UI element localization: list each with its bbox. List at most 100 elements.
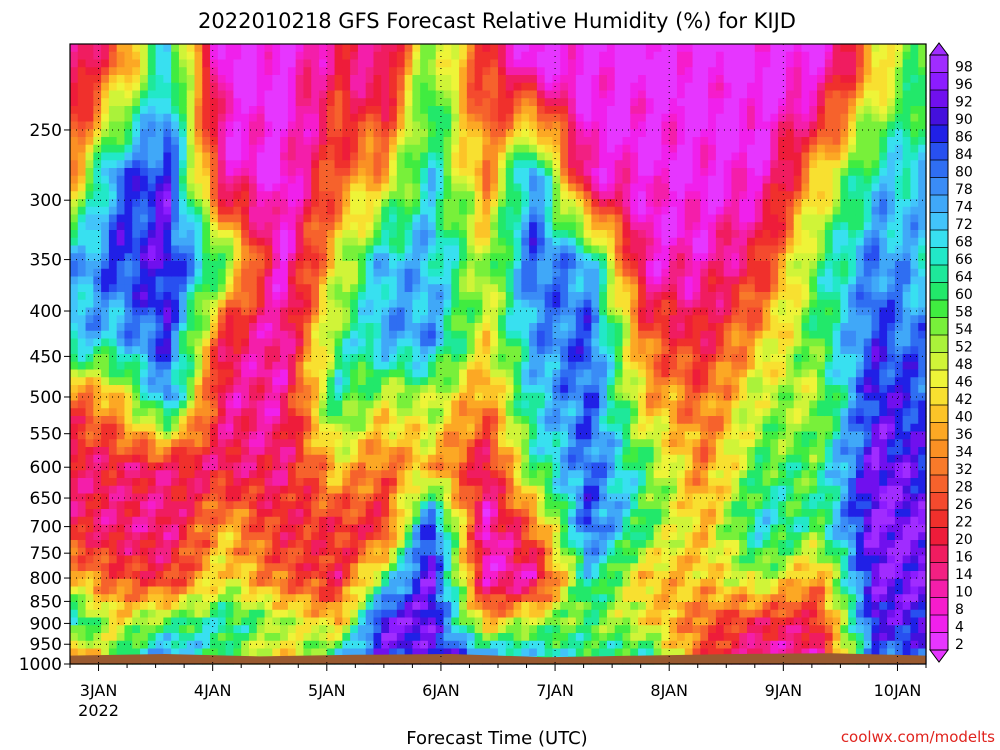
heatmap-cell bbox=[474, 44, 484, 53]
heatmap-cell bbox=[373, 532, 382, 541]
heatmap-cell bbox=[427, 563, 437, 572]
heatmap-cell bbox=[459, 144, 468, 154]
heatmap-cell bbox=[435, 555, 445, 564]
heatmap-cell bbox=[241, 578, 250, 588]
heatmap-cell bbox=[420, 75, 429, 84]
heatmap-cell bbox=[124, 222, 133, 231]
heatmap-cell bbox=[319, 392, 328, 402]
heatmap-cell bbox=[108, 137, 118, 146]
heatmap-cell bbox=[396, 222, 406, 231]
heatmap-cell bbox=[132, 431, 141, 440]
heatmap-cell bbox=[272, 532, 281, 541]
heatmap-cell bbox=[147, 315, 157, 324]
heatmap-cell bbox=[412, 625, 421, 634]
heatmap-cell bbox=[459, 478, 468, 487]
heatmap-cell bbox=[536, 106, 546, 115]
heatmap-cell bbox=[280, 648, 289, 657]
heatmap-cell bbox=[295, 462, 305, 471]
heatmap-cell bbox=[326, 292, 336, 301]
heatmap-cell bbox=[280, 602, 289, 611]
heatmap-cell bbox=[116, 245, 126, 254]
heatmap-cell bbox=[186, 315, 196, 324]
heatmap-cell bbox=[101, 462, 110, 471]
heatmap-cell bbox=[498, 439, 507, 448]
heatmap-cell bbox=[474, 121, 484, 130]
heatmap-cell bbox=[140, 59, 149, 68]
heatmap-cell bbox=[210, 323, 219, 332]
heatmap-cell bbox=[521, 416, 530, 425]
heatmap-cell bbox=[85, 323, 94, 332]
heatmap-cell bbox=[303, 168, 312, 177]
heatmap-cell bbox=[217, 253, 227, 262]
heatmap-cell bbox=[459, 230, 468, 239]
heatmap-cell bbox=[412, 261, 421, 270]
heatmap-cell bbox=[194, 416, 203, 425]
heatmap-cell bbox=[396, 82, 406, 92]
heatmap-cell bbox=[490, 617, 499, 626]
heatmap-cell bbox=[210, 408, 219, 417]
heatmap-cell bbox=[256, 222, 266, 231]
heatmap-cell bbox=[85, 160, 94, 169]
heatmap-cell bbox=[482, 493, 491, 502]
heatmap-cell bbox=[217, 408, 227, 417]
heatmap-cell bbox=[552, 44, 561, 53]
heatmap-cell bbox=[435, 245, 445, 254]
heatmap-cell bbox=[217, 106, 227, 115]
heatmap-cell bbox=[108, 253, 118, 262]
heatmap-cell bbox=[178, 361, 188, 371]
heatmap-cell bbox=[505, 640, 515, 650]
heatmap-cell bbox=[451, 144, 460, 154]
heatmap-cell bbox=[357, 90, 367, 99]
heatmap-cell bbox=[93, 144, 102, 154]
heatmap-cell bbox=[85, 199, 94, 208]
heatmap-cell bbox=[319, 540, 328, 549]
heatmap-cell bbox=[77, 214, 87, 223]
heatmap-cell bbox=[108, 625, 118, 634]
heatmap-cell bbox=[116, 524, 126, 533]
heatmap-cell bbox=[264, 578, 273, 588]
heatmap-cell bbox=[482, 214, 491, 223]
heatmap-cell bbox=[303, 617, 312, 626]
heatmap-cell bbox=[155, 106, 164, 115]
heatmap-cell bbox=[163, 253, 172, 262]
heatmap-cell bbox=[186, 354, 196, 363]
heatmap-cell bbox=[311, 532, 320, 541]
heatmap-cell bbox=[311, 129, 320, 138]
heatmap-cell bbox=[116, 75, 126, 84]
heatmap-cell bbox=[505, 299, 515, 309]
heatmap-cell bbox=[186, 470, 196, 479]
heatmap-cell bbox=[155, 245, 164, 254]
heatmap-cell bbox=[280, 160, 289, 169]
heatmap-cell bbox=[326, 602, 336, 611]
heatmap-cell bbox=[155, 51, 164, 61]
heatmap-cell bbox=[248, 199, 258, 208]
heatmap-cell bbox=[280, 640, 289, 650]
heatmap-cell bbox=[93, 547, 102, 557]
heatmap-cell bbox=[178, 509, 188, 518]
heatmap-cell bbox=[389, 555, 398, 564]
heatmap-cell bbox=[420, 540, 429, 549]
heatmap-cell bbox=[459, 532, 468, 541]
heatmap-cell bbox=[311, 67, 320, 76]
heatmap-cell bbox=[272, 323, 281, 332]
heatmap-cell bbox=[217, 137, 227, 146]
heatmap-cell bbox=[272, 369, 281, 378]
heatmap-cell bbox=[536, 509, 546, 518]
heatmap-cell bbox=[186, 377, 196, 386]
heatmap-cell bbox=[529, 338, 538, 347]
heatmap-cell bbox=[140, 369, 149, 378]
heatmap-cell bbox=[381, 586, 390, 595]
heatmap-cell bbox=[521, 594, 530, 603]
heatmap-cell bbox=[77, 323, 87, 332]
heatmap-cell bbox=[350, 230, 359, 239]
heatmap-cell bbox=[373, 392, 382, 402]
heatmap-cell bbox=[365, 268, 375, 278]
heatmap-cell bbox=[202, 44, 211, 53]
heatmap-cell bbox=[132, 160, 141, 169]
heatmap-cell bbox=[404, 532, 413, 541]
heatmap-cell bbox=[420, 408, 429, 417]
heatmap-cell bbox=[147, 392, 157, 402]
heatmap-cell bbox=[420, 509, 429, 518]
heatmap-cell bbox=[427, 540, 437, 549]
heatmap-cell bbox=[272, 416, 281, 425]
